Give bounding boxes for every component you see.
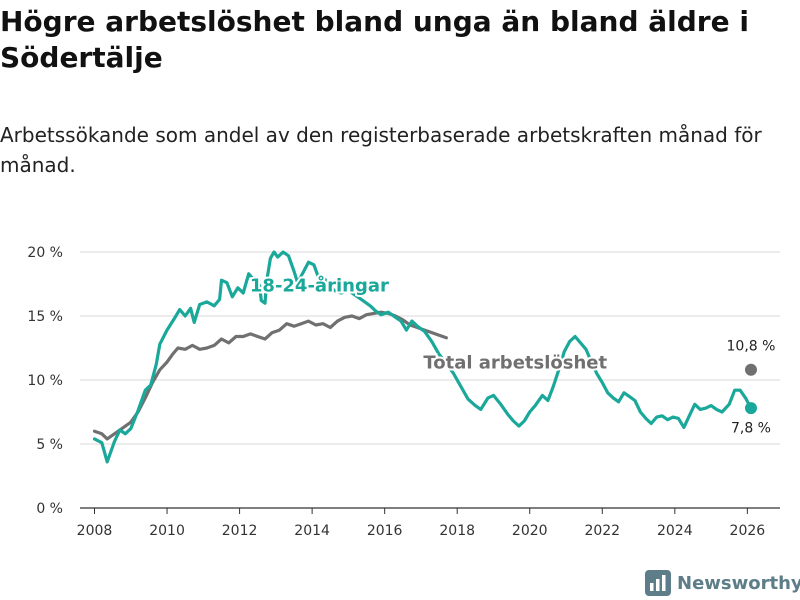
x-tick-label: 2010 (149, 523, 185, 539)
x-tick-label: 2016 (367, 523, 403, 539)
series-labels: 18-24-åringar Total arbetslöshet 10,8 % 7,8… (248, 273, 776, 437)
total-series-line (92, 310, 448, 441)
grid-lines (80, 251, 780, 509)
x-tick-label: 2020 (512, 523, 548, 539)
total-end-value-label: 10,8 % (727, 339, 776, 355)
axes: 0 % 5 % 10 % 15 % 20 % 2008 2010 2012 2014 2016 20… (27, 245, 765, 539)
x-tick-label: 2026 (730, 523, 766, 539)
chart-title: Högre arbetslöshet bland unga än bland ä… (0, 5, 749, 74)
youth-series-label: 18-24-åringar (250, 275, 389, 297)
y-tick-label: 15 % (27, 309, 63, 325)
y-tick-label: 5 % (36, 437, 63, 453)
x-tick-label: 2008 (77, 523, 113, 539)
x-tick-label: 2022 (584, 523, 620, 539)
total-end-marker (744, 363, 757, 376)
x-tick-label: 2012 (222, 523, 258, 539)
total-series-label: Total arbetslöshet (423, 352, 607, 373)
brand-footer: Newsworthy (645, 567, 800, 599)
series-lines (92, 250, 757, 464)
youth-end-value-label: 7,8 % (731, 420, 771, 436)
y-tick-label: 10 % (27, 373, 63, 389)
y-tick-label: 20 % (27, 245, 63, 261)
x-tick-label: 2014 (294, 523, 330, 539)
y-tick-label: 0 % (36, 501, 63, 517)
chart-subtitle: Arbetssökande som andel av den registerb… (0, 123, 762, 177)
youth-series-line (92, 250, 753, 464)
brand-name: Newsworthy (677, 572, 800, 594)
x-tick-label: 2018 (439, 523, 475, 539)
youth-end-marker (744, 402, 757, 415)
newsworthy-logo-icon (645, 570, 671, 596)
x-tick-label: 2024 (657, 523, 693, 539)
